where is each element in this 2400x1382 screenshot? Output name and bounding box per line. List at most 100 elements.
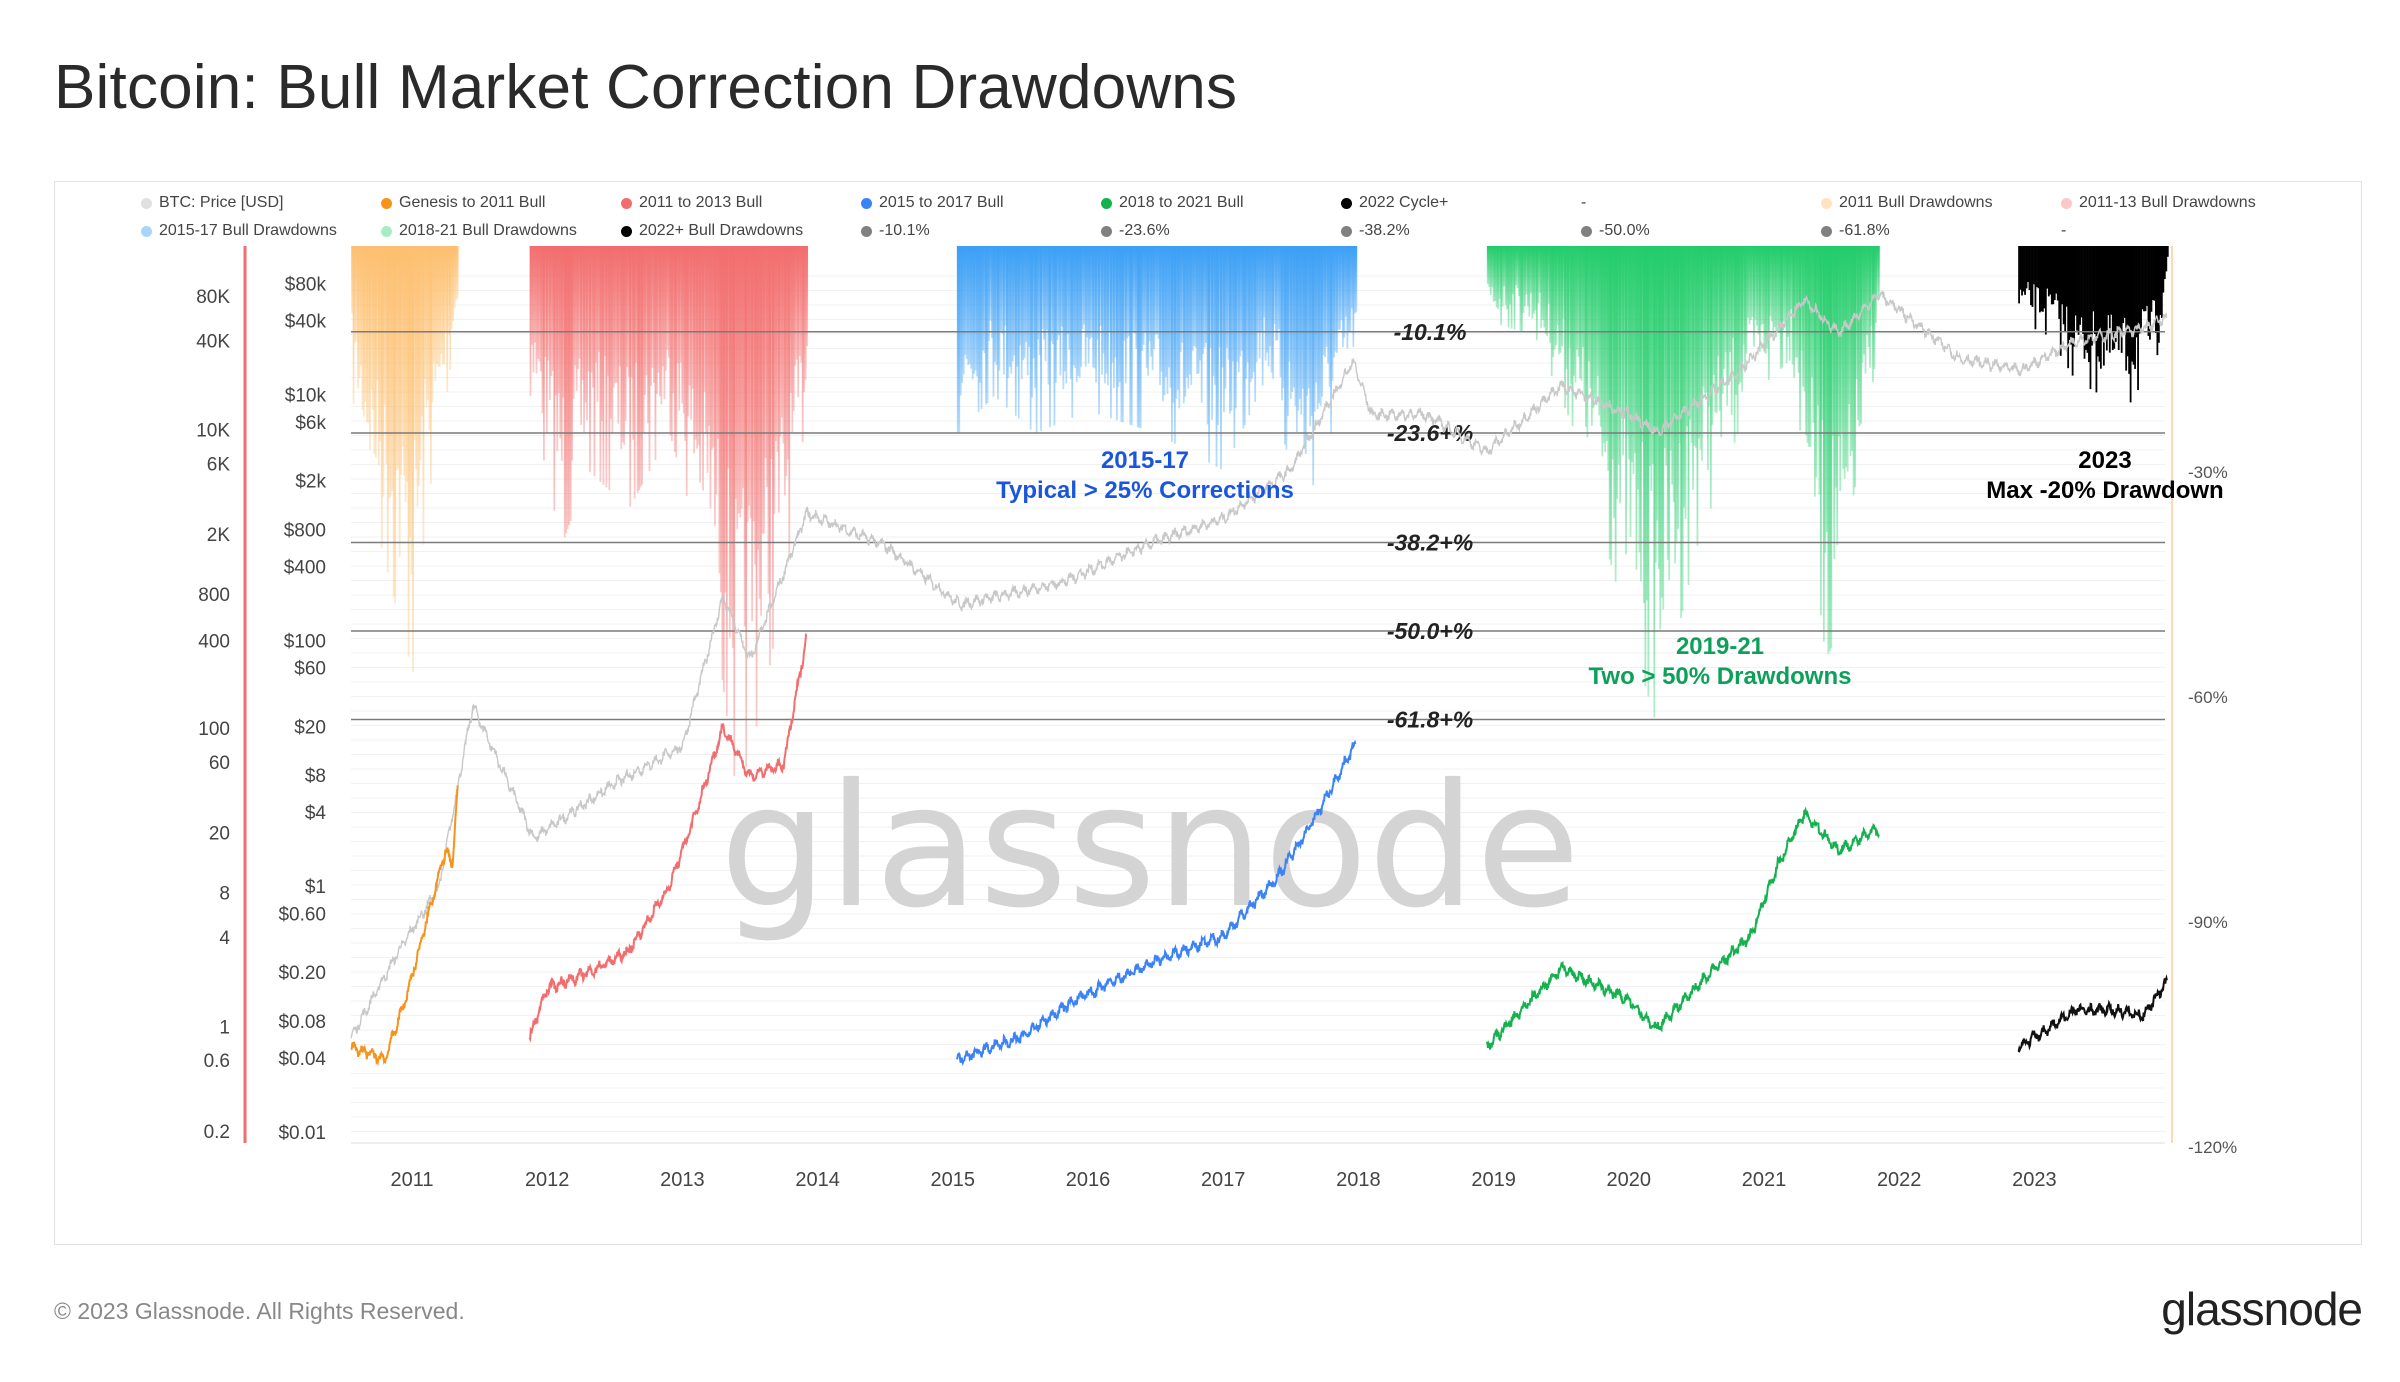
drawdown-bar: [1653, 246, 1656, 718]
drawdown-bar: [1561, 246, 1563, 347]
drawdown-bar: [364, 246, 367, 402]
drawdown-bar: [1260, 246, 1263, 332]
annotation-title: 2015-17: [1101, 447, 1189, 474]
legend-item[interactable]: 2011 Bull Drawdowns: [1821, 194, 2061, 212]
legend-item[interactable]: -38.2%: [1341, 222, 1581, 240]
legend-dot-icon: [1581, 225, 1592, 237]
legend-item[interactable]: -23.6%: [1101, 222, 1341, 240]
drawdown-bar: [1616, 246, 1619, 499]
drawdown-bar: [983, 246, 986, 354]
watermark: glassnode: [720, 748, 1581, 946]
drawdown-bar: [1717, 246, 1720, 357]
drawdown-bar: [1089, 246, 1092, 340]
drawdown-bar: [2022, 246, 2025, 292]
drawdown-bar: [742, 246, 745, 488]
drawdown-bar: [2024, 246, 2026, 295]
drawdown-bar: [1805, 246, 1807, 436]
legend-item[interactable]: -10.1%: [861, 222, 1101, 240]
drawdown-bar: [2095, 246, 2098, 393]
legend-item[interactable]: 2022 Cycle+: [1341, 194, 1581, 212]
drawdown-bar: [379, 246, 382, 442]
drawdown-bar: [1074, 246, 1077, 368]
drawdown-bar: [1328, 246, 1331, 387]
drawdown-bar: [1779, 246, 1782, 369]
legend-item[interactable]: 2011-13 Bull Drawdowns: [2061, 194, 2301, 212]
drawdown-bar: [2053, 246, 2056, 301]
drawdown-bar: [740, 246, 743, 509]
legend-item[interactable]: -: [2061, 222, 2301, 240]
y-axis-price-tick-label: $100: [284, 631, 326, 652]
legend-label: 2018-21 Bull Drawdowns: [399, 222, 577, 239]
legend-item[interactable]: -61.8%: [1821, 222, 2061, 240]
drawdown-bar: [1093, 246, 1096, 369]
drawdown-bar: [1004, 246, 1007, 326]
drawdown-bar: [1512, 246, 1514, 295]
drawdown-bar: [2028, 246, 2031, 291]
drawdown-bar: [670, 246, 673, 441]
legend-item[interactable]: 2018 to 2021 Bull: [1101, 194, 1341, 212]
drawdown-bar: [1211, 246, 1213, 420]
legend-item[interactable]: 2022+ Bull Drawdowns: [621, 222, 861, 240]
drawdown-bar: [995, 246, 998, 365]
drawdown-bar: [1876, 246, 1879, 297]
drawdown-bar: [1049, 246, 1051, 428]
drawdown-bar: [714, 246, 716, 526]
drawdown-bar: [1845, 246, 1848, 468]
legend-label: 2018 to 2021 Bull: [1119, 194, 1244, 211]
drawdown-bar: [709, 246, 712, 509]
legend-item[interactable]: 2011 to 2013 Bull: [621, 194, 861, 212]
drawdown-bar: [1251, 246, 1254, 379]
drawdown-bar: [779, 246, 782, 437]
drawdown-bar: [708, 246, 710, 426]
drawdown-bar: [638, 246, 640, 491]
drawdown-bar: [1154, 246, 1157, 335]
drawdown-bar: [2153, 246, 2156, 301]
drawdown-bar: [632, 246, 635, 440]
drawdown-bar: [2064, 246, 2067, 332]
legend-item[interactable]: -: [1581, 194, 1821, 212]
drawdown-bar: [1272, 246, 1274, 379]
y-axis-outer-tick-label: 1: [219, 1017, 230, 1038]
legend-item[interactable]: Genesis to 2011 Bull: [381, 194, 621, 212]
drawdown-bar: [1178, 246, 1181, 409]
legend-dot-icon: [1101, 197, 1112, 209]
drawdown-bar: [2150, 246, 2153, 312]
drawdown-bar: [1747, 246, 1749, 318]
drawdown-bar: [1056, 246, 1059, 341]
drawdown-bar: [2107, 246, 2110, 316]
drawdown-bar: [1546, 246, 1549, 337]
drawdown-bar: [1625, 246, 1627, 555]
drawdown-bar: [1794, 246, 1797, 358]
legend-item[interactable]: BTC: Price [USD]: [141, 194, 381, 212]
drawdown-bar: [1576, 246, 1578, 350]
drawdown-bar: [391, 246, 394, 492]
legend-item[interactable]: 2015-17 Bull Drawdowns: [141, 222, 381, 240]
drawdown-bar: [447, 246, 450, 335]
legend-item[interactable]: 2018-21 Bull Drawdowns: [381, 222, 621, 240]
drawdown-bar: [959, 246, 962, 396]
drawdown-bar: [1814, 246, 1816, 497]
drawdown-bar: [1193, 246, 1196, 347]
drawdown-bar: [407, 246, 410, 657]
drawdown-bar: [1756, 246, 1758, 326]
drawdown-bar: [1101, 246, 1103, 375]
drawdown-bar: [1577, 246, 1580, 357]
drawdown-bar: [1635, 246, 1638, 570]
drawdown-bar: [2040, 246, 2043, 312]
drawdown-bar: [1087, 246, 1090, 364]
drawdown-bar: [1065, 246, 1068, 384]
drawdown-bar: [1656, 246, 1659, 521]
drawdown-bar: [800, 246, 803, 363]
price-series-line-5: [2017, 974, 2168, 1053]
legend-item[interactable]: 2015 to 2017 Bull: [861, 194, 1101, 212]
legend-item[interactable]: -50.0%: [1581, 222, 1821, 240]
drawdown-bar: [1761, 246, 1764, 325]
legend-label: 2011 Bull Drawdowns: [1839, 194, 1993, 211]
drawdown-bar: [557, 246, 560, 394]
drawdown-bar: [1579, 246, 1581, 379]
legend-label: -50.0%: [1599, 222, 1650, 239]
drawdown-bar: [1822, 246, 1825, 642]
drawdown-bar: [1215, 246, 1218, 467]
drawdown-bar: [675, 246, 678, 458]
drawdown-bar: [427, 246, 429, 400]
